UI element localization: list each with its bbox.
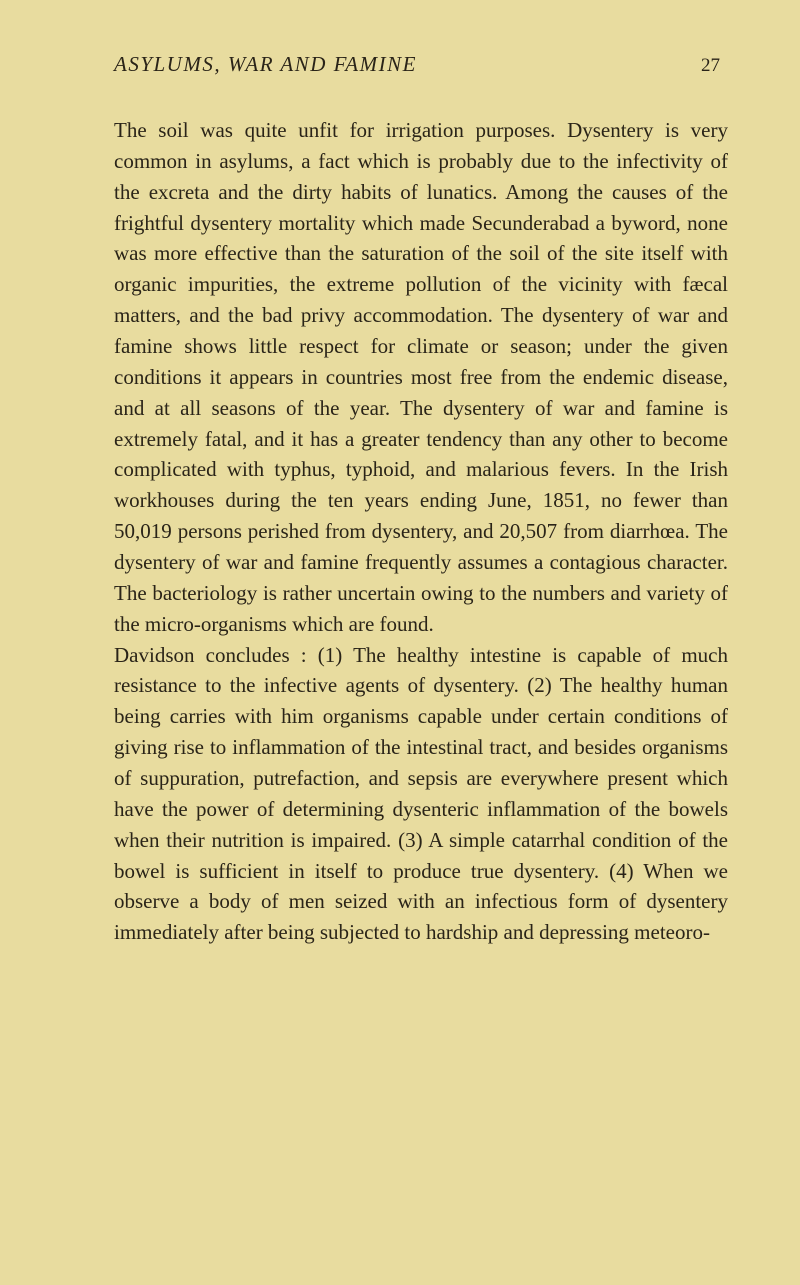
paragraph-2: Davidson concludes : (1) The healthy int… bbox=[114, 640, 728, 949]
page-header: ASYLUMS, WAR AND FAMINE 27 bbox=[114, 52, 728, 77]
paragraph-1: The soil was quite unfit for irrigation … bbox=[114, 115, 728, 640]
page-number: 27 bbox=[701, 55, 720, 77]
page-container: ASYLUMS, WAR AND FAMINE 27 The soil was … bbox=[0, 0, 800, 1000]
body-text: The soil was quite unfit for irrigation … bbox=[114, 115, 728, 948]
header-title: ASYLUMS, WAR AND FAMINE bbox=[114, 52, 417, 77]
